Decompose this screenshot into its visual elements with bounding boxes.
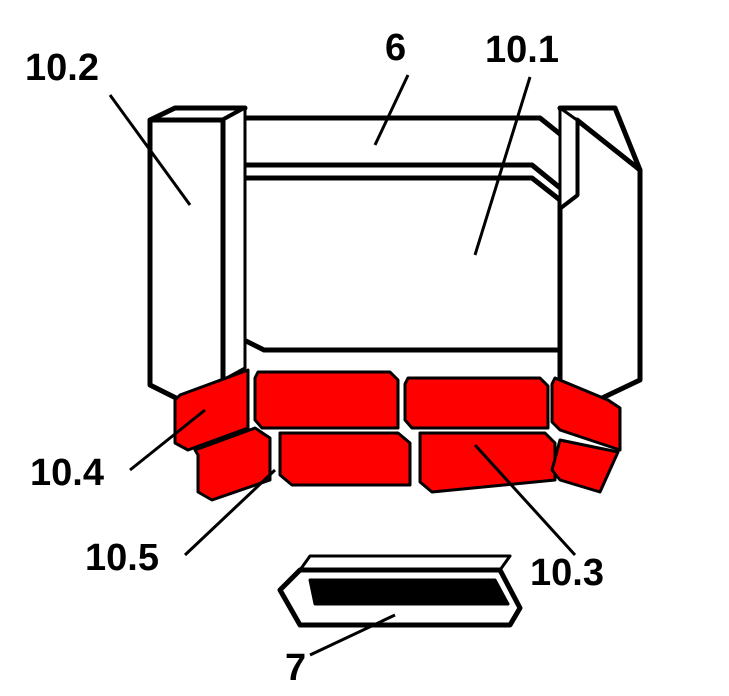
label-6: 6 bbox=[385, 27, 406, 69]
label-10.4: 10.4 bbox=[30, 452, 104, 494]
grate-piece-7 bbox=[552, 440, 618, 492]
tray-inner bbox=[310, 580, 508, 604]
grate-piece-1 bbox=[255, 372, 398, 428]
left-pillar-side bbox=[223, 108, 245, 380]
label-10.5: 10.5 bbox=[85, 537, 159, 579]
right-pillar-cap bbox=[560, 108, 577, 208]
label-7: 7 bbox=[285, 647, 306, 689]
label-10.1: 10.1 bbox=[485, 29, 559, 71]
parts-diagram: 6 10.1 10.2 10.4 10.5 10.3 7 bbox=[0, 0, 729, 696]
left-pillar bbox=[150, 120, 223, 400]
grate-piece-5 bbox=[280, 433, 410, 485]
label-10.2: 10.2 bbox=[25, 47, 99, 89]
grate-piece-6 bbox=[420, 433, 555, 492]
grate-piece-2 bbox=[405, 378, 548, 428]
back-panel-front bbox=[234, 178, 560, 350]
label-10.3: 10.3 bbox=[530, 552, 604, 594]
